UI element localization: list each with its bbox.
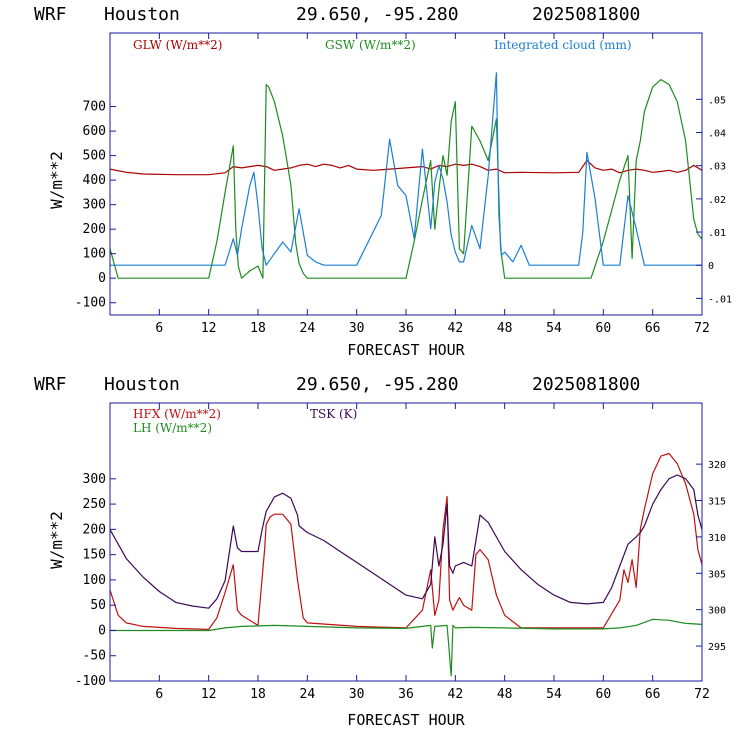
plot-frame-1	[109, 32, 703, 316]
legend-tsk: TSK (K)	[310, 407, 357, 421]
x-tick-label: 72	[694, 687, 710, 702]
y2-ticks-2: 295 300 305 310 315 320	[696, 460, 726, 653]
header-city: Houston	[104, 4, 180, 25]
y2-ticks-1: -.01 0 .01 .02 .03 .04 .05	[696, 95, 732, 305]
series-line-hfx	[109, 452, 703, 631]
series-line-gsw	[109, 78, 703, 279]
x-tick-label: 30	[349, 321, 365, 336]
y2-tick-label: 295	[708, 642, 726, 653]
x-tick-label: 12	[201, 687, 217, 702]
series-line-glw	[109, 159, 703, 176]
x-ticks-1: 6 12 18 24 30 36 42 48 54 60 66 72	[155, 33, 710, 336]
y2-tick-label: .04	[708, 129, 726, 140]
y-tick-label: 0	[98, 271, 106, 286]
x-tick-label: 24	[300, 687, 316, 702]
header-date: 2025081800	[532, 4, 640, 25]
x-ticks-2: 6 12 18 24 30 36 42 48 54 60 66 72	[155, 403, 710, 702]
legend-gsw: GSW (W/m**2)	[325, 38, 416, 52]
panel-radiation: WRF Houston 29.650, -95.280 2025081800 G…	[34, 4, 732, 359]
y2-tick-label: .05	[708, 95, 726, 106]
plot-area-2	[109, 452, 703, 677]
y2-tick-label: .03	[708, 162, 726, 173]
y-tick-label: 600	[83, 124, 106, 139]
legend-lh: LH (W/m**2)	[133, 421, 212, 435]
y2-tick-label: 0	[708, 261, 714, 272]
y-tick-label: 300	[83, 198, 106, 213]
y-tick-label: 250	[83, 497, 106, 512]
y-axis-label-2: W/m**2	[47, 511, 66, 569]
series-line-lh	[110, 618, 703, 677]
y2-tick-label: .01	[708, 228, 726, 239]
series-line-cloud	[110, 72, 702, 266]
y-tick-label: 100	[83, 247, 106, 262]
x-tick-label: 42	[448, 687, 464, 702]
x-tick-label: 6	[155, 687, 163, 702]
x-tick-label: 72	[694, 321, 710, 336]
x-tick-label: 18	[250, 321, 266, 336]
y2-tick-label: 310	[708, 533, 726, 544]
y2-tick-label: -.01	[708, 294, 732, 305]
y-tick-label: 0	[98, 623, 106, 638]
y-tick-label: 100	[83, 573, 106, 588]
x-tick-label: 54	[546, 321, 562, 336]
legend-hfx: HFX (W/m**2)	[133, 407, 221, 421]
x-tick-label: 30	[349, 687, 365, 702]
header-coords: 29.650, -95.280	[296, 4, 459, 25]
y-tick-label: 200	[83, 522, 106, 537]
y-tick-label: 150	[83, 548, 106, 563]
y-tick-label: 300	[83, 472, 106, 487]
x-tick-label: 60	[596, 687, 612, 702]
y2-tick-label: 300	[708, 606, 726, 617]
y-ticks-1: -100 0 100 200 300 400 500 600 700	[75, 100, 116, 311]
x-axis-label-2: FORECAST HOUR	[347, 711, 465, 729]
x-tick-label: 36	[398, 687, 414, 702]
x-axis-label-1: FORECAST HOUR	[347, 341, 465, 359]
series-line-tsk	[109, 474, 703, 609]
x-tick-label: 66	[645, 321, 661, 336]
y2-tick-label: .02	[708, 195, 726, 206]
x-tick-label: 24	[300, 321, 316, 336]
x-tick-label: 6	[155, 321, 163, 336]
header-coords-2: 29.650, -95.280	[296, 374, 459, 395]
y2-tick-label: 305	[708, 569, 726, 580]
y-tick-label: -50	[83, 649, 106, 664]
header-model-2: WRF	[34, 374, 67, 395]
header-city-2: Houston	[104, 374, 180, 395]
x-tick-label: 60	[596, 321, 612, 336]
x-tick-label: 54	[546, 687, 562, 702]
panel-fluxes: WRF Houston 29.650, -95.280 2025081800 H…	[34, 374, 726, 729]
plot-area-1	[109, 72, 703, 279]
y-tick-label: 200	[83, 222, 106, 237]
plot-frame-2	[109, 402, 703, 682]
x-tick-label: 18	[250, 687, 266, 702]
x-tick-label: 66	[645, 687, 661, 702]
x-tick-label: 42	[448, 321, 464, 336]
x-tick-label: 48	[497, 687, 513, 702]
y-tick-label: 400	[83, 173, 106, 188]
y-tick-label: 700	[83, 100, 106, 115]
legend-cloud: Integrated cloud (mm)	[494, 38, 632, 52]
header-model: WRF	[34, 4, 67, 25]
y2-tick-label: 320	[708, 460, 726, 471]
x-tick-label: 12	[201, 321, 217, 336]
y-tick-label: 50	[90, 598, 106, 613]
y-ticks-2: -100 -50 0 50 100 150 200 250 300	[75, 472, 116, 689]
x-tick-label: 48	[497, 321, 513, 336]
x-tick-label: 36	[398, 321, 414, 336]
y-tick-label: -100	[75, 674, 106, 689]
header-date-2: 2025081800	[532, 374, 640, 395]
y-axis-label-1: W/m**2	[47, 151, 66, 209]
legend-glw: GLW (W/m**2)	[133, 38, 222, 52]
y2-tick-label: 315	[708, 497, 726, 508]
y-tick-label: 500	[83, 149, 106, 164]
y-tick-label: -100	[75, 296, 106, 311]
